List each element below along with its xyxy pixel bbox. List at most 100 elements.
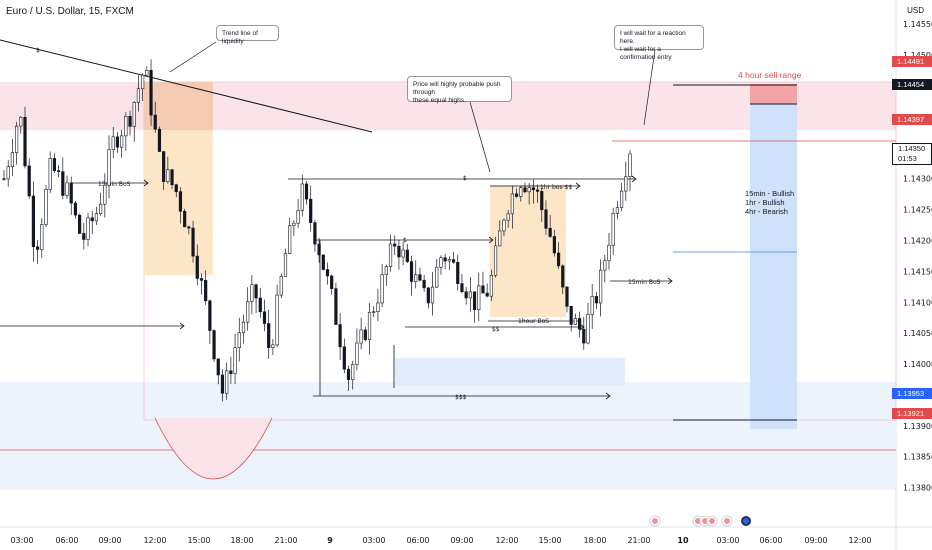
time-tick-label: 06:00: [759, 536, 782, 545]
price-tag: 1.14454: [892, 78, 932, 90]
candle-bull: [439, 257, 443, 268]
candle-bear: [456, 261, 460, 284]
candle-bull: [619, 190, 624, 208]
callout-reaction-line-2: I will wait for a confirmation entry: [620, 46, 672, 61]
candle-bear: [334, 288, 338, 325]
candle-bear: [195, 255, 199, 279]
currency-label[interactable]: USD: [907, 6, 924, 15]
time-axis[interactable]: 03:00 06:00 09:00 12:00 15:00 18:00 21:00 9 03:0…: [10, 536, 871, 545]
time-tick-label: 12:00: [143, 536, 166, 545]
time-tick-label: 15:00: [187, 536, 210, 545]
price-axis[interactable]: 1.145501.145001.144001.143001.142501.142…: [903, 20, 932, 492]
candle-bull: [44, 189, 48, 225]
price-tick-label: 1.14050: [903, 329, 932, 338]
candle-bull: [388, 243, 393, 267]
candle-bear: [183, 210, 187, 228]
candle-bull: [384, 266, 388, 276]
bos-1hour-label: 1hour BoS: [518, 318, 549, 325]
callout-equal-highs[interactable]: Price will highly probable push through …: [407, 76, 512, 104]
candle-bear: [2, 178, 6, 180]
candle-bull: [359, 329, 363, 344]
candle-bear: [153, 114, 157, 130]
candle-bull: [510, 193, 514, 215]
candle-bear: [548, 227, 552, 237]
callout-liquidity[interactable]: Trend line of liquidity: [216, 25, 279, 45]
candle-bear: [313, 222, 317, 245]
candle-bear: [418, 274, 422, 281]
price-tag: 1.13953: [892, 388, 932, 400]
candle-bear: [330, 275, 334, 289]
time-tick-label: 21:00: [627, 536, 650, 545]
dollar-label-mid: $: [403, 237, 407, 244]
demand-zone: [0, 382, 896, 490]
candle-bull: [372, 311, 376, 313]
price-tag-value: 1.14350: [898, 143, 926, 153]
candle-bear: [174, 184, 178, 192]
time-tick-label: 12:00: [848, 536, 871, 545]
candle-bull: [225, 370, 229, 394]
callout-liquidity-text: Trend line of liquidity: [222, 30, 258, 45]
time-tick-label: 21:00: [274, 536, 297, 545]
price-tick-label: 1.14550: [903, 20, 932, 29]
candle-bull: [237, 332, 241, 348]
candle-bear: [52, 158, 57, 171]
candle-bull: [355, 342, 359, 365]
projection-zone: [750, 84, 797, 429]
candle-bear: [569, 305, 573, 325]
candle-bull: [124, 116, 128, 137]
candle-bull: [498, 230, 502, 247]
candle-bull: [598, 269, 603, 304]
candle-bear: [552, 236, 556, 254]
candle-bull: [414, 274, 418, 282]
candle-bear: [162, 151, 166, 182]
time-tick-label: 12:00: [495, 536, 518, 545]
candle-bull: [573, 318, 577, 325]
candle-bear: [426, 287, 430, 304]
bias-note: 15min - Bullish 1hr - Bullish 4hr - Bear…: [745, 189, 794, 216]
candle-bear: [464, 291, 468, 299]
candle-bull: [296, 210, 300, 224]
callout-equal-highs-line-1: Price will highly probable push through: [413, 81, 501, 96]
candle-bull: [40, 224, 44, 250]
price-tick-label: 1.14300: [903, 175, 932, 184]
bos-1hr-label: 1hr bos $$: [540, 184, 572, 191]
candle-bull: [283, 253, 288, 277]
accumulation-curve: [154, 417, 273, 480]
candle-bull: [111, 136, 115, 150]
candle-bull: [250, 284, 254, 302]
sell-range-title: 4 hour sell range: [738, 70, 802, 80]
candle-bear: [397, 245, 401, 258]
projection-sell-zone: [750, 84, 797, 104]
time-tick-label: 09:00: [804, 536, 827, 545]
candle-bear: [346, 368, 351, 380]
candle-bull: [136, 88, 141, 103]
price-tick-label: 1.14200: [903, 236, 932, 245]
economic-events[interactable]: [649, 515, 751, 527]
candle-bear: [460, 283, 464, 293]
chart-title: Euro / U.S. Dollar, 15, FXCM: [6, 6, 134, 17]
candle-bull: [275, 294, 279, 346]
supply-orange-zone-lower: [144, 130, 213, 275]
candle-bear: [90, 217, 94, 222]
candle-bull: [271, 344, 275, 348]
candle-bear: [363, 329, 367, 340]
candle-bear: [561, 265, 565, 288]
price-tag: 1.14350 01:53: [892, 142, 932, 165]
candle-bull: [611, 212, 615, 246]
candle-bull: [103, 184, 107, 205]
candle-bull: [493, 245, 498, 276]
price-tag: 1.14397: [892, 113, 932, 125]
candle-bear: [204, 280, 208, 302]
candle-bear: [544, 209, 548, 229]
candle-bull: [590, 296, 594, 315]
price-tick-label: 1.14150: [903, 267, 932, 276]
bias-15min: 15min - Bullish: [745, 189, 795, 198]
candle-bull: [107, 149, 111, 186]
time-tick-label: 9: [327, 536, 333, 545]
time-tick-label: 03:00: [362, 536, 385, 545]
candle-bull: [468, 291, 472, 299]
callout-reaction[interactable]: I will wait for a reaction here. I will …: [614, 25, 704, 61]
candle-bear: [208, 300, 212, 331]
